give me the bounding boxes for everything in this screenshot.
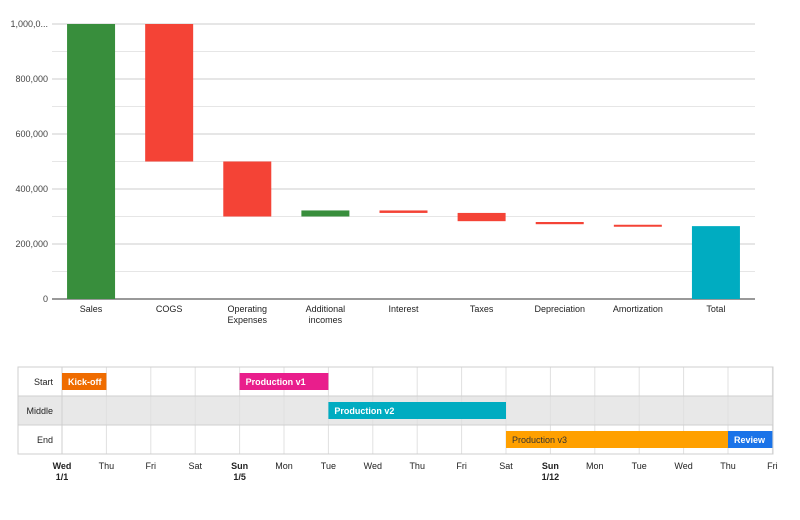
bar-cogs[interactable] [145, 24, 194, 162]
x-tick-label: Additional [306, 304, 346, 314]
bar-taxes[interactable] [457, 212, 506, 222]
bar-depreciation[interactable] [535, 222, 584, 225]
bar-operating-expenses[interactable] [223, 161, 272, 217]
x-tick-label: Operating [228, 304, 268, 314]
timeline-day-label: Wed [364, 461, 382, 471]
timeline-day-label: Tue [632, 461, 647, 471]
x-tick-label: Sales [80, 304, 103, 314]
x-tick-label: COGS [156, 304, 183, 314]
x-tick-label: Expenses [228, 315, 268, 325]
x-tick-label: incomes [309, 315, 343, 325]
timeline-day-label: Wed [674, 461, 692, 471]
waterfall-chart: 0 200,000 400,000 600,000 800,000 1,000,0... S… [10, 19, 755, 325]
timeline-bar-label: Production v2 [334, 406, 394, 416]
timeline-row-label: Start [34, 377, 54, 387]
x-tick-label: Interest [388, 304, 419, 314]
timeline-day-label: Fri [146, 461, 157, 471]
y-tick-label: 200,000 [15, 239, 48, 249]
timeline-bar-production-v1[interactable] [239, 373, 329, 390]
timeline-day-label: Tue [321, 461, 336, 471]
timeline-border [17, 366, 774, 455]
y-tick-label: 0 [43, 294, 48, 304]
timeline-row-label: Middle [26, 406, 53, 416]
bar-additional-incomes[interactable] [301, 210, 350, 217]
x-tick-label: Depreciation [534, 304, 585, 314]
timeline-row-label: End [37, 435, 53, 445]
timeline-bar-label: Production v3 [512, 435, 567, 445]
x-tick-label: Amortization [613, 304, 663, 314]
timeline-day-label: Sun [542, 461, 559, 471]
y-tick-label: 600,000 [15, 129, 48, 139]
timeline-bar-kick-off[interactable] [62, 373, 107, 390]
timeline-day-label: Thu [409, 461, 425, 471]
timeline-bar-label: Production v1 [246, 377, 306, 387]
timeline-bar-label: Kick-off [68, 377, 103, 387]
timeline-row-bg [18, 367, 773, 396]
timeline-date-label: 1/1 [56, 472, 69, 482]
timeline-day-label: Thu [99, 461, 115, 471]
x-tick-label: Taxes [470, 304, 494, 314]
timeline-date-label: 1/5 [233, 472, 246, 482]
bar-sales[interactable] [67, 24, 116, 299]
timeline-bar-production-v2[interactable] [328, 402, 506, 419]
timeline-day-label: Thu [720, 461, 736, 471]
timeline-day-label: Fri [456, 461, 467, 471]
y-tick-label: 400,000 [15, 184, 48, 194]
timeline-bar-label: Review [734, 435, 766, 445]
timeline-day-label: Sat [499, 461, 513, 471]
timeline-day-label: Wed [53, 461, 72, 471]
timeline-day-label: Mon [275, 461, 293, 471]
bar-total[interactable] [691, 226, 740, 299]
bar-interest[interactable] [379, 210, 428, 213]
timeline-day-label: Sun [231, 461, 248, 471]
timeline-bar-review[interactable] [728, 431, 773, 448]
y-tick-label: 1,000,0... [10, 19, 48, 29]
bar-amortization[interactable] [613, 224, 662, 227]
timeline-date-label: 1/12 [542, 472, 560, 482]
timeline-day-label: Mon [586, 461, 604, 471]
timeline-chart: Start Middle End Kick-off Production v1 Produ… [17, 366, 778, 482]
timeline-day-label: Fri [767, 461, 778, 471]
x-tick-label: Total [706, 304, 725, 314]
y-tick-label: 800,000 [15, 74, 48, 84]
timeline-day-label: Sat [188, 461, 202, 471]
timeline-bar-production-v3[interactable] [506, 431, 728, 448]
